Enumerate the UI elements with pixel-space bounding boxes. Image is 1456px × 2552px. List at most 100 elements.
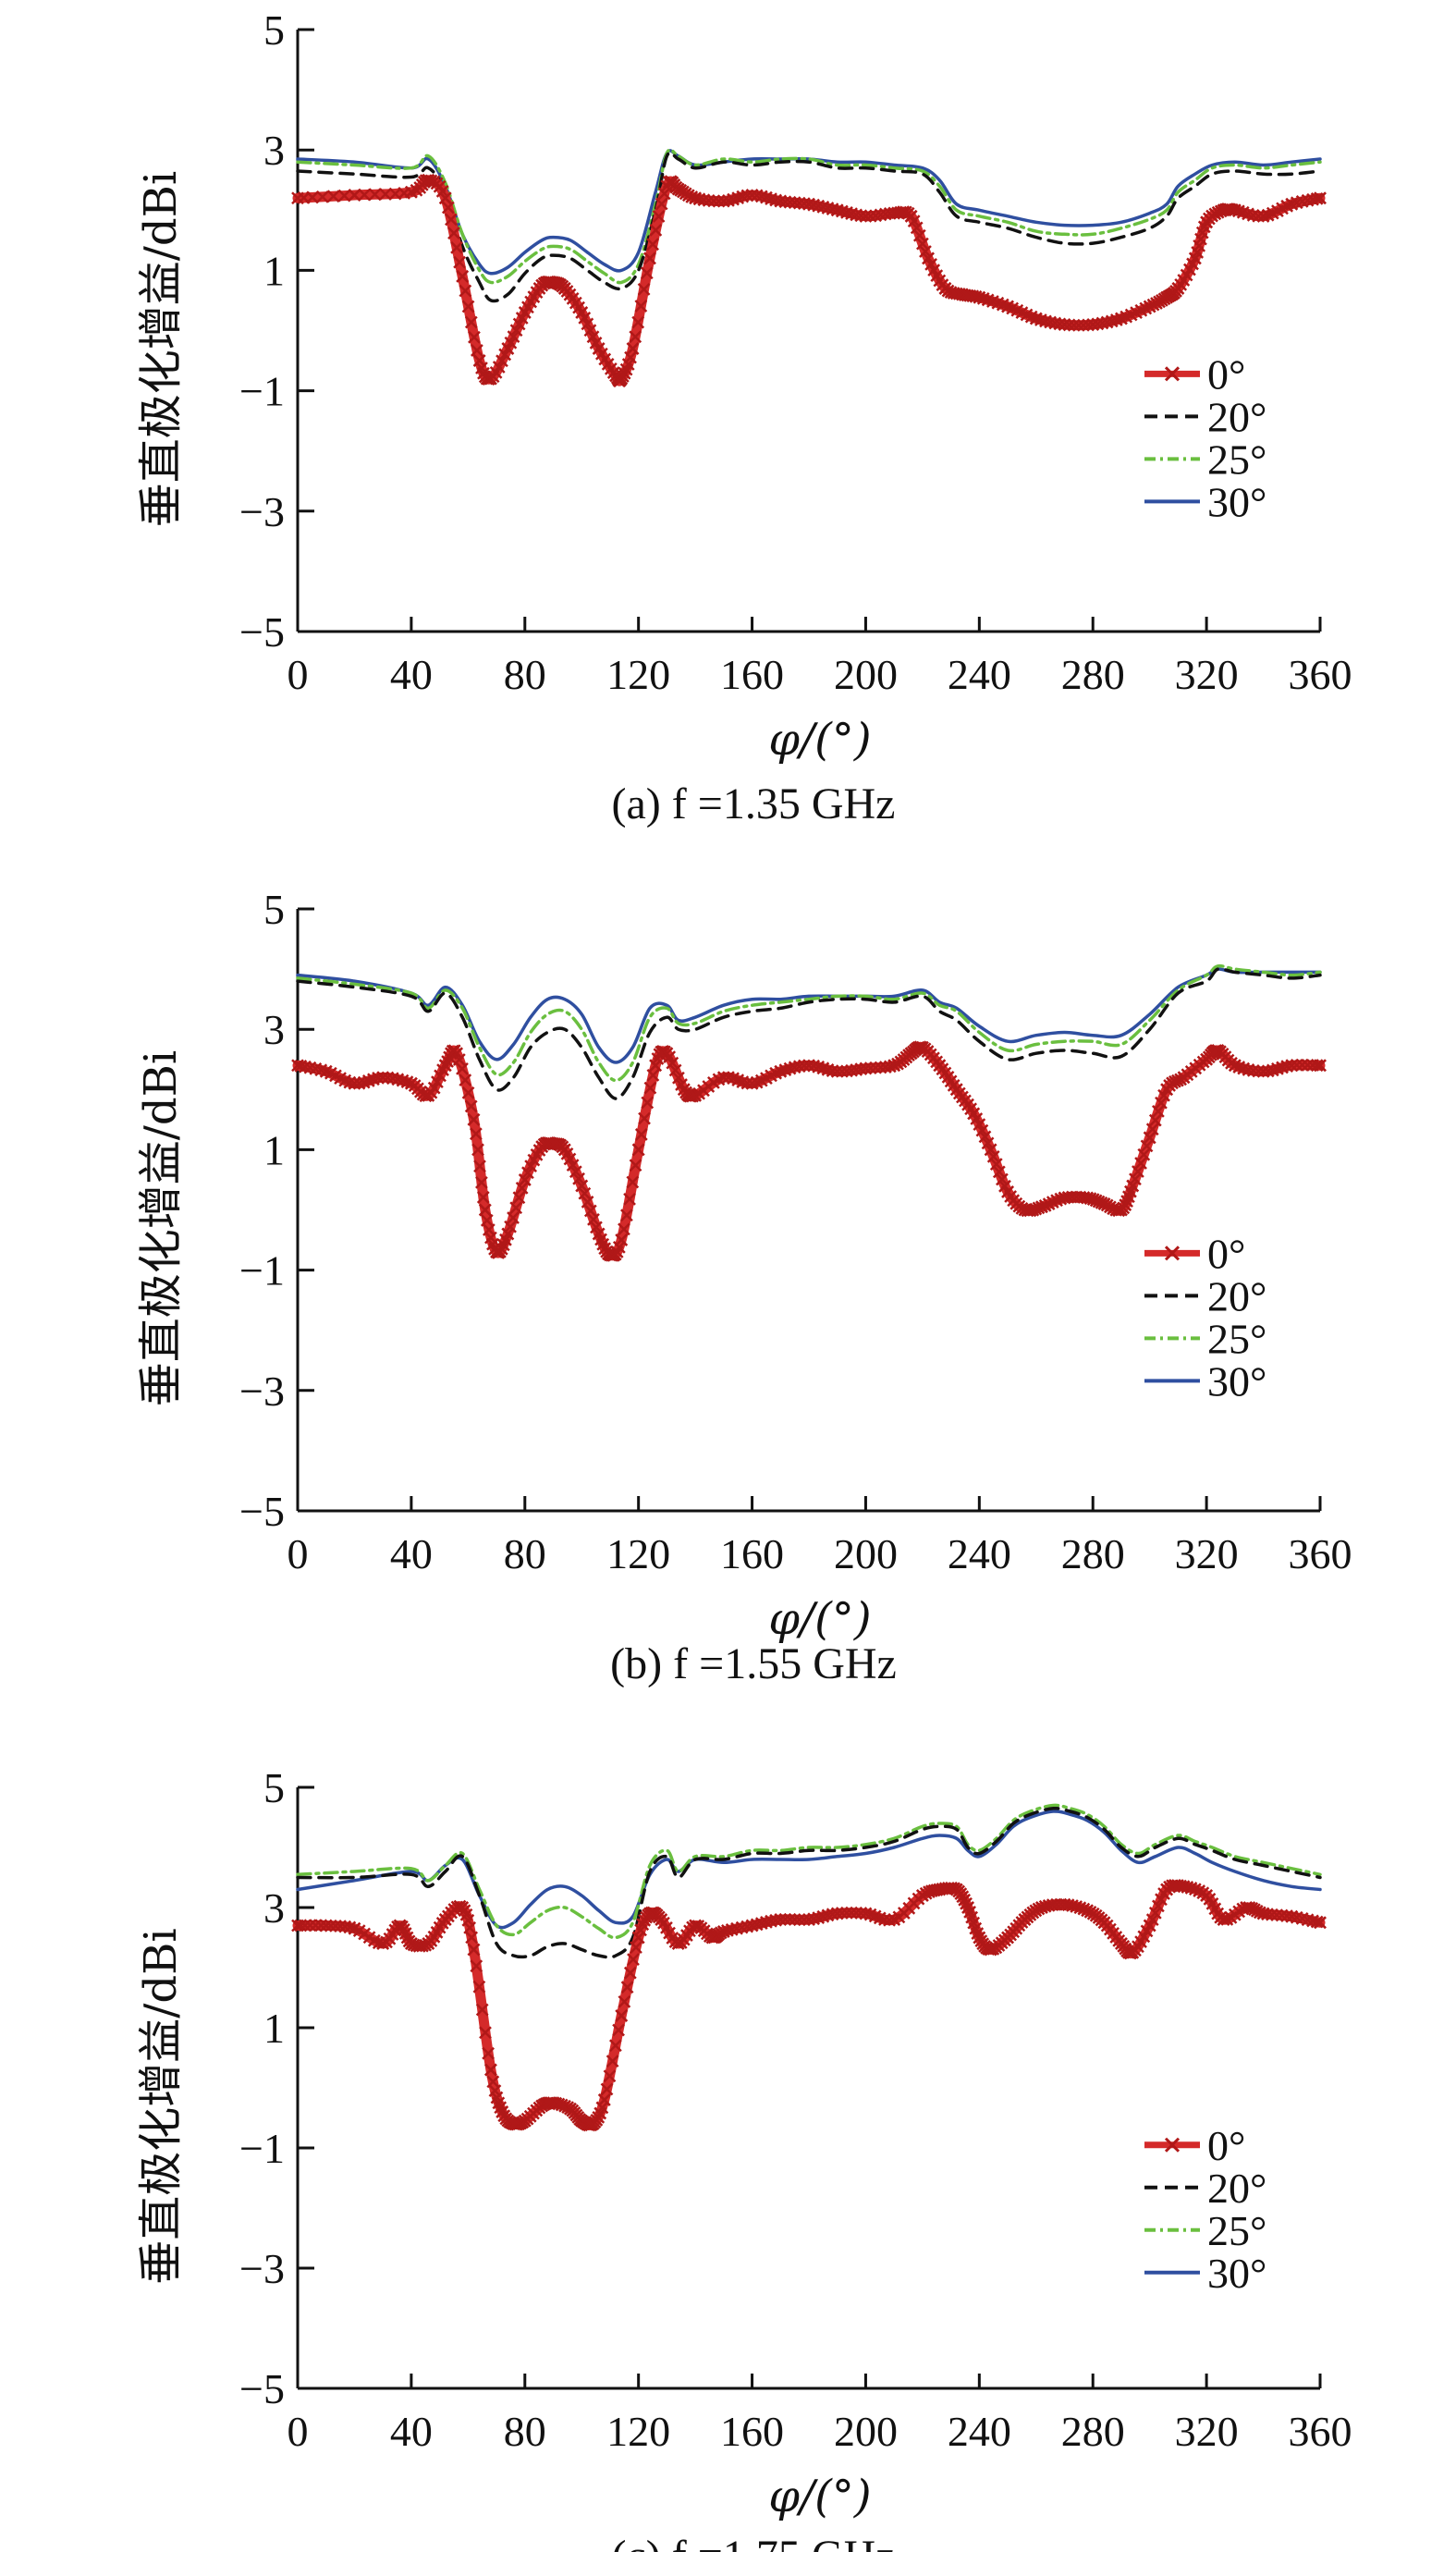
- x-tick-label: 0: [288, 651, 309, 698]
- x-tick-label: 280: [1061, 2408, 1125, 2455]
- series-marker: [620, 1209, 633, 1222]
- series-marker: [583, 324, 597, 337]
- series-marker: [615, 2009, 629, 2022]
- series-marker: [472, 1980, 486, 1994]
- series-marker: [441, 201, 455, 215]
- series-marker: [626, 342, 640, 355]
- series-marker: [1181, 1881, 1194, 1894]
- series-marker: [471, 1143, 484, 1157]
- legend-label-0: 0°: [1207, 2122, 1245, 2169]
- series-marker: [1071, 318, 1085, 332]
- series-marker: [581, 1196, 594, 1209]
- series-marker: [863, 1061, 877, 1074]
- series-marker: [643, 252, 656, 265]
- series-marker: [689, 1088, 702, 1102]
- chart-panel-3: 5 3 1 −1 −3 −50 40 80 120 160 200 240 280 320 360 φ/(°)…: [135, 1764, 1352, 2552]
- series-marker: [1137, 1147, 1151, 1161]
- series-marker: [1285, 1059, 1299, 1073]
- x-tick-label: 40: [390, 1530, 433, 1577]
- series-marker: [352, 1076, 366, 1090]
- series-marker: [641, 1096, 655, 1110]
- legend-label-3: 30°: [1207, 1357, 1266, 1405]
- series-marker: [1151, 1899, 1165, 1913]
- y-tick-label: −3: [239, 1368, 285, 1415]
- series-marker: [381, 1071, 395, 1085]
- series-marker: [1145, 1123, 1159, 1136]
- series-marker: [453, 255, 467, 269]
- series-marker: [515, 1181, 529, 1195]
- x-tick-label: 360: [1289, 651, 1352, 698]
- series-marker: [338, 1920, 352, 1933]
- series-marker: [630, 1941, 642, 1955]
- series-marker: [1077, 1902, 1091, 1916]
- series-marker: [475, 2003, 489, 2017]
- series-line-3: [296, 967, 1322, 1064]
- series-marker: [578, 1186, 592, 1200]
- chart-caption: (a) f =1.35 GHz: [612, 779, 896, 828]
- series-marker: [883, 1913, 896, 1927]
- legend-label-0: 0°: [1207, 350, 1245, 398]
- series-marker: [315, 190, 329, 203]
- series-marker: [646, 238, 659, 252]
- y-tick-label: 3: [263, 1006, 285, 1053]
- series-marker: [1295, 1058, 1309, 1072]
- x-tick-label: 360: [1289, 2408, 1352, 2455]
- x-tick-label: 320: [1175, 1530, 1239, 1577]
- series-marker: [975, 1123, 989, 1137]
- series-marker: [792, 1913, 806, 1927]
- legend-label-1: 20°: [1207, 2165, 1266, 2212]
- series-marker: [788, 1913, 801, 1926]
- series-marker: [916, 237, 929, 251]
- y-tick-label: −5: [239, 1488, 285, 1535]
- series-marker: [863, 209, 877, 223]
- series-marker: [1073, 1901, 1087, 1915]
- series-marker: [1256, 209, 1270, 223]
- series-marker: [1126, 1179, 1140, 1193]
- series-marker: [638, 1111, 651, 1125]
- series-marker: [1067, 318, 1081, 332]
- series-marker: [504, 1220, 517, 1233]
- series-line-2: [296, 963, 1322, 1083]
- series-marker: [1044, 315, 1058, 329]
- series-marker: [666, 1056, 679, 1070]
- legend-marker: [1164, 2137, 1181, 2153]
- series-marker: [1070, 1900, 1083, 1913]
- series-marker: [631, 315, 645, 329]
- chart-caption: (c) f =1.75 GHz: [612, 2532, 896, 2552]
- series-marker: [1148, 1113, 1162, 1127]
- series-marker: [1184, 1882, 1198, 1895]
- series-marker: [461, 1086, 475, 1099]
- series-marker: [859, 209, 873, 223]
- series-marker: [618, 1222, 630, 1236]
- x-axis-label: φ/(°): [768, 1593, 871, 1645]
- x-tick-label: 0: [288, 1530, 309, 1577]
- series-marker: [685, 190, 699, 203]
- series-marker: [378, 188, 392, 201]
- series-marker: [716, 194, 730, 208]
- series-marker: [1261, 1064, 1275, 1078]
- series-marker: [1310, 1915, 1324, 1929]
- chart-panel-2: 5 3 1 −1 −3 −50 40 80 120 160 200 240 280 320 360 φ/(°)…: [135, 886, 1352, 1688]
- series-marker: [1038, 1198, 1052, 1212]
- series-marker: [465, 1931, 479, 1945]
- series-marker: [1228, 1059, 1242, 1073]
- legend-label-2: 25°: [1207, 1315, 1266, 1362]
- x-tick-label: 360: [1289, 1530, 1352, 1577]
- legend-label-0: 0°: [1207, 1230, 1245, 1277]
- series-marker: [509, 324, 523, 337]
- series-marker: [910, 221, 924, 235]
- x-tick-label: 120: [606, 651, 670, 698]
- series-marker: [878, 1913, 891, 1926]
- series-marker: [368, 188, 382, 202]
- series-marker: [464, 315, 478, 329]
- series-marker: [978, 1130, 992, 1144]
- y-tick-label: −1: [239, 368, 285, 415]
- series-marker: [750, 189, 764, 202]
- series-markers-0: [291, 1040, 1327, 1262]
- series-marker: [326, 190, 340, 203]
- series-marker: [464, 1099, 478, 1113]
- series-marker: [657, 187, 671, 201]
- y-axis-label: 垂直极化增益/dBi: [135, 171, 187, 528]
- x-tick-label: 120: [606, 2408, 670, 2455]
